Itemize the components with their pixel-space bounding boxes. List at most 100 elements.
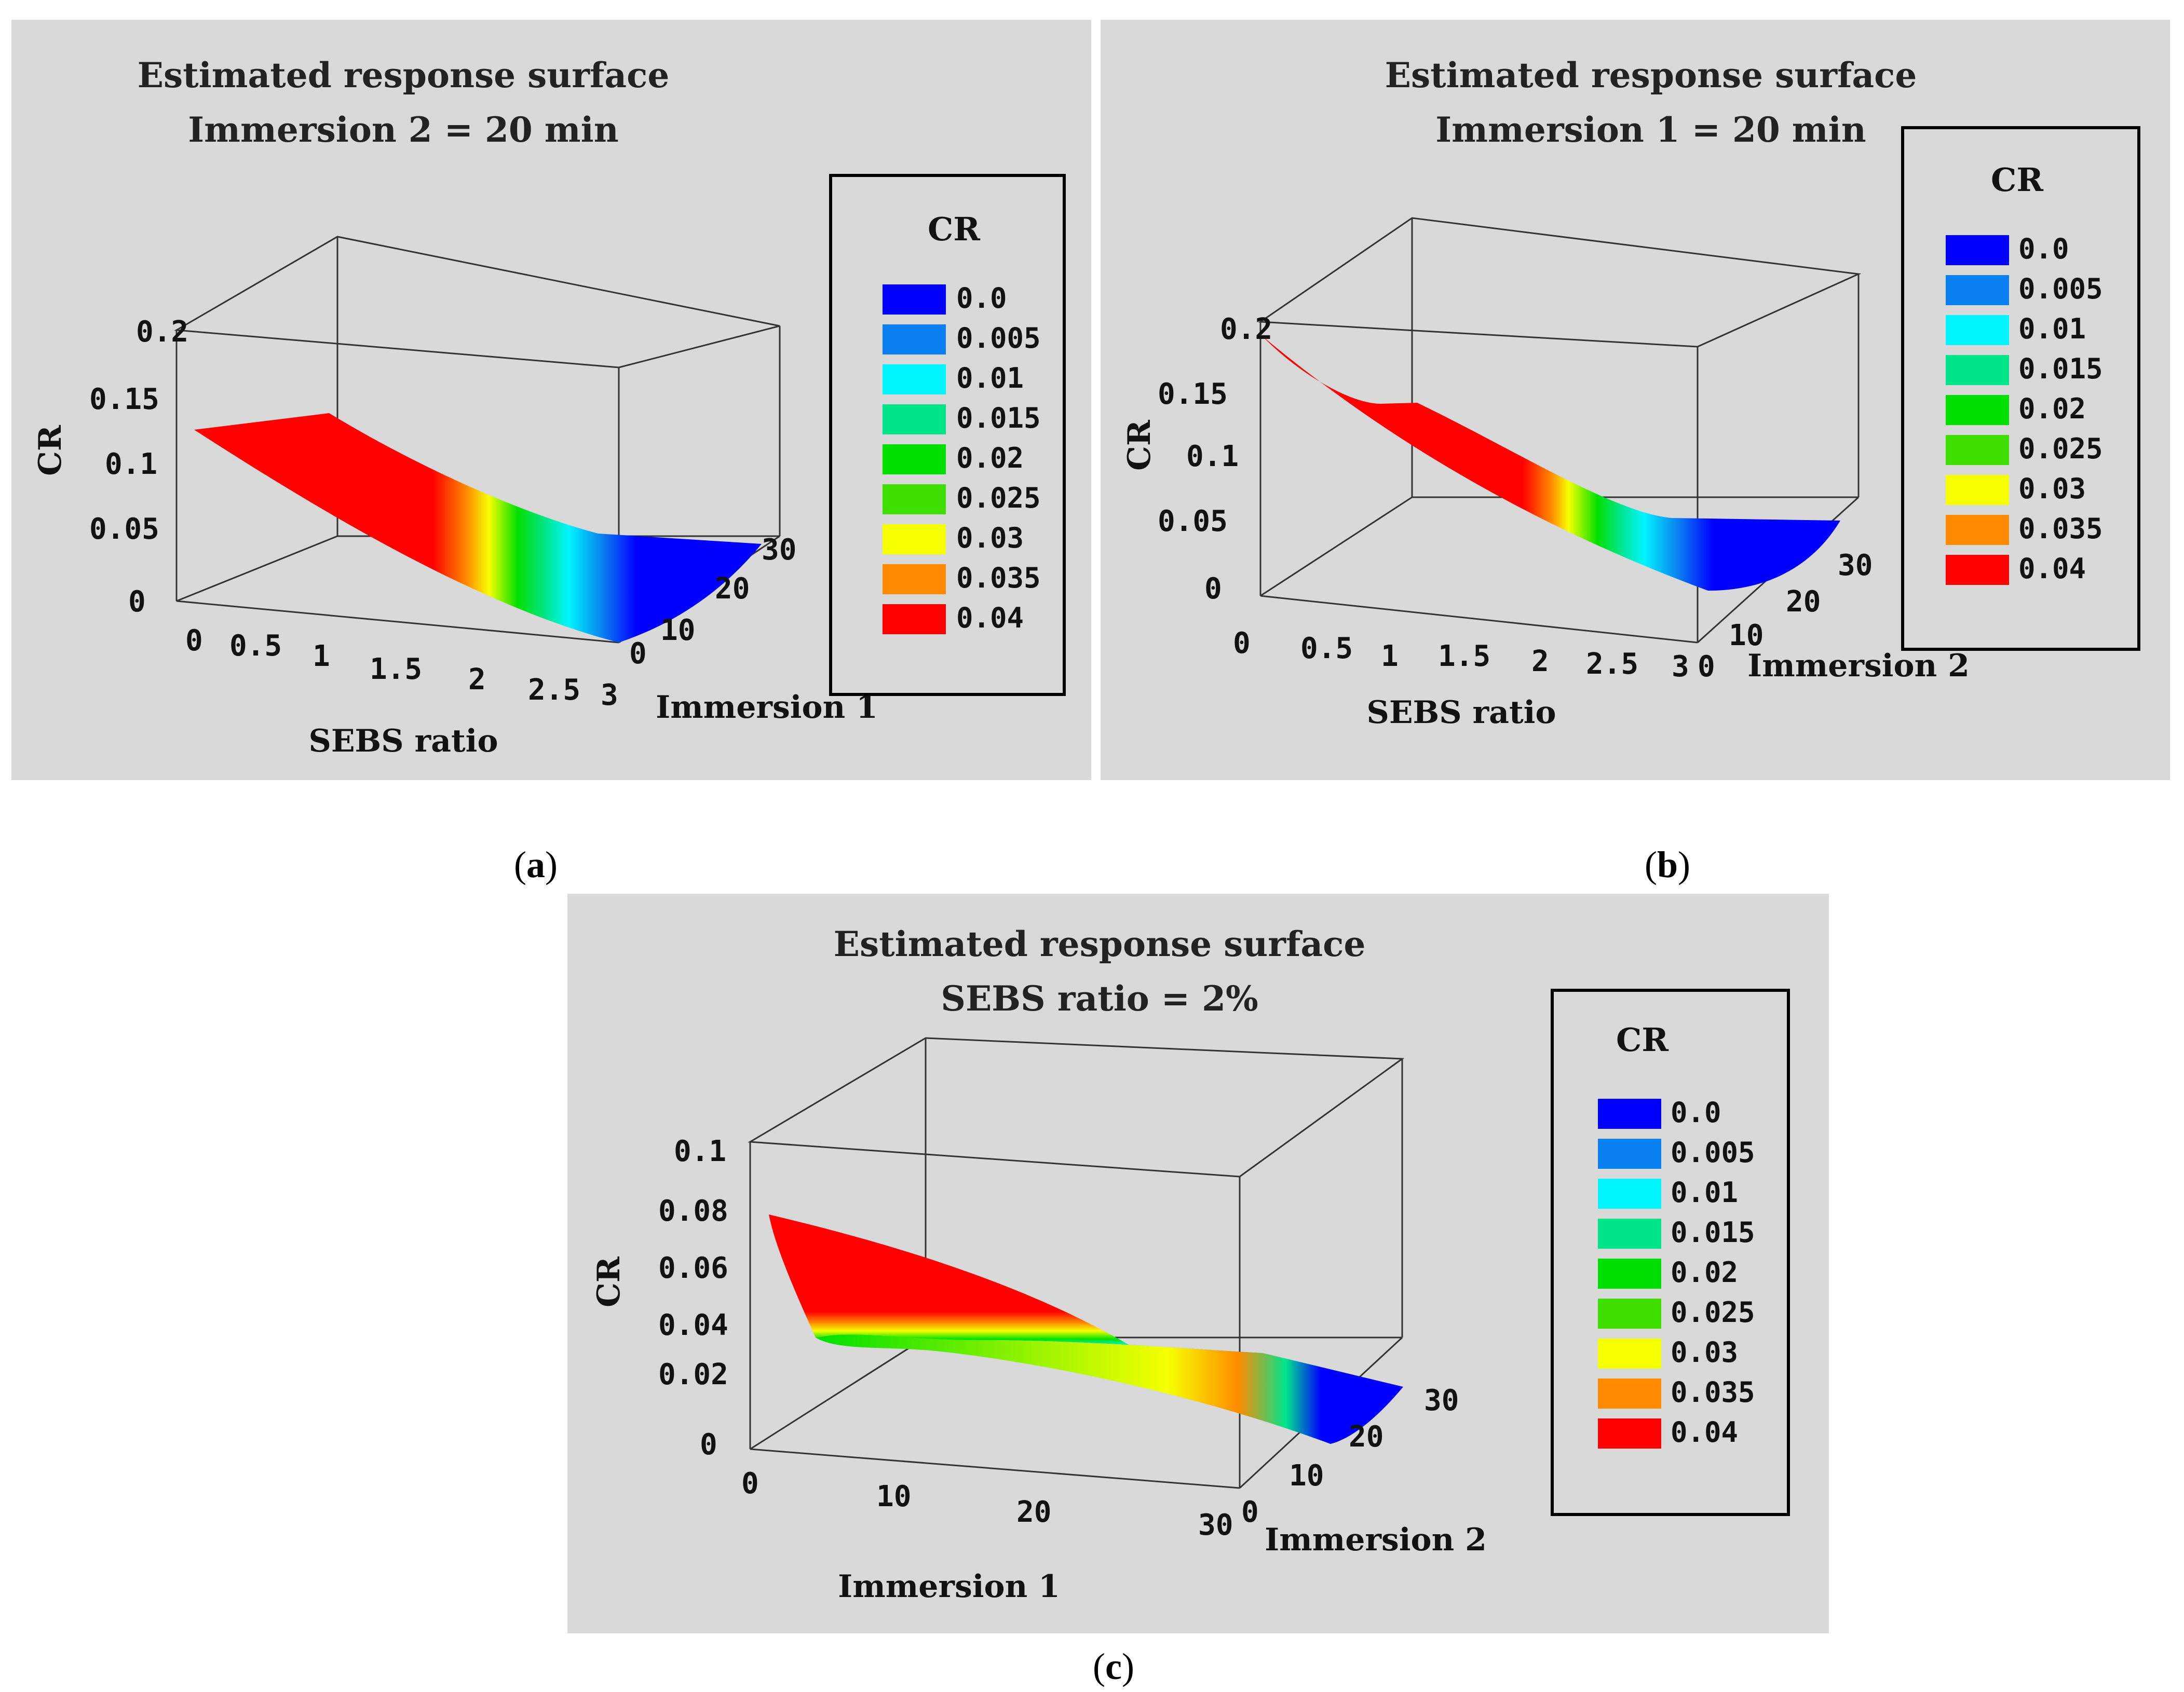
x-tick-label: 0 <box>741 1467 759 1500</box>
caption-a: (a) <box>514 844 558 885</box>
legend-swatch <box>883 444 946 474</box>
legend-swatch <box>1598 1418 1661 1449</box>
y-axis-ticks: 0 10 20 30 <box>629 533 796 671</box>
legend-label: 0.035 <box>2018 512 2103 545</box>
z-axis-ticks: 0.2 0.15 0.1 0.05 0 <box>1158 312 1272 606</box>
y-tick-label: 30 <box>1424 1384 1459 1417</box>
legend-label: 0.025 <box>956 482 1041 514</box>
legend-label: 0.0 <box>1671 1096 1721 1129</box>
z-tick-label: 0.04 <box>658 1308 728 1342</box>
y-tick-label: 10 <box>1729 619 1764 652</box>
legend-title: CR <box>928 210 980 248</box>
legend-label: 0.025 <box>1671 1296 1755 1329</box>
x-tick-label: 2.5 <box>528 673 580 707</box>
z-tick-label: 0.05 <box>1158 504 1228 538</box>
y-axis-ticks: 0 10 20 30 <box>1698 549 1873 684</box>
y-tick-label: 0 <box>1698 650 1715 684</box>
surface-chart-b: Estimated response surface Immersion 1 =… <box>1101 20 2170 780</box>
legend-swatch <box>883 404 946 434</box>
legend-label: 0.015 <box>956 402 1041 434</box>
y-tick-label: 20 <box>1349 1420 1383 1454</box>
legend-swatch <box>1598 1299 1661 1329</box>
legend-frame <box>1551 989 1790 1516</box>
legend-label: 0.015 <box>2018 352 2103 385</box>
legend: CR 0.0 0.005 0.01 0.015 0.02 0.025 0.03 … <box>829 174 1066 696</box>
legend-swatch <box>1946 355 2009 385</box>
legend-label: 0.03 <box>1671 1336 1738 1369</box>
legend-label: 0.03 <box>2018 472 2086 505</box>
legend-label: 0.04 <box>1671 1416 1738 1449</box>
x-tick-label: 20 <box>1016 1495 1051 1529</box>
response-surface <box>1263 336 1840 591</box>
x-tick-label: 10 <box>876 1480 911 1513</box>
chart-title-line2: Immersion 2 = 20 min <box>188 110 618 150</box>
legend-label: 0.005 <box>2018 272 2103 305</box>
chart-panel-c: Estimated response surface SEBS ratio = … <box>567 894 1829 1633</box>
z-tick-label: 0.15 <box>1158 377 1228 411</box>
legend-label: 0.035 <box>956 562 1041 594</box>
y-tick-label: 30 <box>762 533 796 567</box>
legend-label: 0.025 <box>2018 432 2103 465</box>
legend-label: 0.0 <box>956 282 1007 315</box>
legend-swatch <box>1598 1379 1661 1409</box>
legend-label: 0.0 <box>2018 233 2069 265</box>
legend-swatch <box>1598 1259 1661 1289</box>
legend-label: 0.015 <box>1671 1216 1755 1249</box>
legend-label: 0.01 <box>2018 312 2086 345</box>
caption-letter: c <box>1105 1646 1122 1687</box>
x-tick-label: 1 <box>1381 639 1399 673</box>
x-tick-label: 2 <box>468 663 486 697</box>
x-tick-label: 2 <box>1531 645 1549 678</box>
legend-label: 0.04 <box>956 602 1024 634</box>
legend-swatch <box>1598 1139 1661 1169</box>
y-axis-ticks: 0 10 20 30 <box>1241 1384 1459 1529</box>
chart-panel-a: Estimated response surface Immersion 2 =… <box>11 20 1091 780</box>
z-tick-label: 0.1 <box>674 1135 726 1168</box>
x-tick-label: 0 <box>1233 626 1251 660</box>
response-surface <box>194 413 762 643</box>
x-axis-title: SEBS ratio <box>308 723 498 759</box>
z-tick-label: 0.06 <box>658 1251 728 1285</box>
legend-swatch <box>1946 395 2009 425</box>
caption-b: (b) <box>1645 844 1691 885</box>
legend-swatch <box>1946 315 2009 345</box>
chart-title-line1: Estimated response surface <box>834 924 1366 964</box>
legend: CR 0.0 0.005 0.01 0.015 0.02 0.025 0.03 … <box>1551 989 1790 1516</box>
z-tick-label: 0.15 <box>89 383 159 416</box>
legend-frame <box>1901 126 2140 651</box>
legend-label: 0.01 <box>1671 1176 1738 1209</box>
response-surface-lower <box>816 1334 1403 1444</box>
legend-swatch <box>1946 515 2009 545</box>
legend-label: 0.04 <box>2018 552 2086 585</box>
z-axis-ticks: 0.2 0.15 0.1 0.05 0 <box>89 315 188 619</box>
z-axis-title: CR <box>591 1256 627 1307</box>
z-tick-label: 0 <box>128 585 146 619</box>
z-tick-label: 0 <box>1204 572 1222 606</box>
y-tick-label: 30 <box>1838 549 1873 582</box>
legend: CR 0.0 0.005 0.01 0.015 0.02 0.025 0.03 … <box>1901 126 2140 651</box>
x-tick-label: 0.5 <box>229 629 282 663</box>
x-axis-ticks: 0 0.5 1 1.5 2 2.5 3 <box>1233 626 1689 684</box>
response-surface <box>769 1215 1263 1353</box>
legend-title: CR <box>1616 1021 1668 1059</box>
x-tick-label: 2.5 <box>1586 647 1638 681</box>
chart-title-line1: Estimated response surface <box>1385 55 1917 95</box>
z-axis-title: CR <box>32 425 69 476</box>
z-axis-ticks: 0.1 0.08 0.06 0.04 0.02 0 <box>658 1135 728 1462</box>
y-axis-title: Immersion 2 <box>1265 1522 1487 1558</box>
x-tick-label: 1 <box>313 639 330 673</box>
legend-label: 0.005 <box>1671 1136 1755 1169</box>
z-tick-label: 0.08 <box>658 1194 728 1228</box>
legend-swatch <box>883 484 946 514</box>
legend-swatch <box>1946 235 2009 265</box>
caption-c: (c) <box>1093 1646 1134 1687</box>
chart-title-line2: SEBS ratio = 2% <box>941 978 1258 1019</box>
legend-swatch <box>1598 1219 1661 1249</box>
legend-swatch <box>883 324 946 354</box>
x-tick-label: 0 <box>185 624 203 658</box>
legend-frame <box>829 174 1066 696</box>
caption-letter: b <box>1657 844 1678 885</box>
chart-panel-b: Estimated response surface Immersion 1 =… <box>1101 20 2170 780</box>
legend-swatch <box>1598 1099 1661 1129</box>
y-tick-label: 0 <box>1241 1495 1259 1529</box>
